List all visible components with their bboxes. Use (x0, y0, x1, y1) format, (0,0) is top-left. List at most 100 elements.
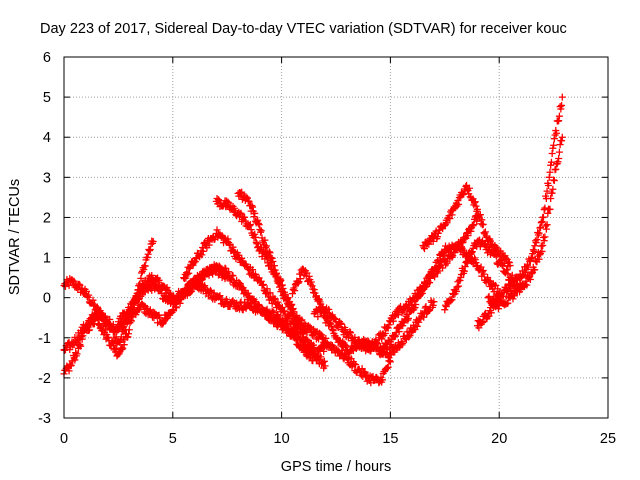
data-marker (429, 237, 437, 245)
data-marker (492, 281, 500, 289)
data-marker (270, 262, 278, 270)
data-marker (546, 205, 554, 213)
data-marker (455, 282, 463, 290)
data-marker (378, 348, 386, 356)
y-tick-label: 2 (43, 210, 51, 226)
y-axis-label: SDTVAR / TECUs (7, 179, 23, 295)
data-marker (336, 320, 344, 328)
data-marker (475, 324, 483, 332)
data-marker (205, 241, 213, 249)
data-marker (156, 314, 164, 322)
data-marker (469, 222, 477, 230)
data-point (558, 133, 566, 141)
data-marker (481, 241, 489, 249)
data-marker (126, 308, 134, 316)
data-marker (455, 200, 463, 208)
data-marker (247, 226, 255, 234)
data-marker (75, 280, 83, 288)
data-marker (246, 222, 254, 230)
data-marker (71, 356, 79, 364)
data-marker (494, 305, 502, 313)
data-marker (120, 341, 128, 349)
data-marker (183, 270, 191, 278)
data-marker (95, 315, 103, 323)
data-marker (67, 361, 75, 369)
data-marker (486, 243, 494, 251)
data-marker (230, 204, 238, 212)
data-marker (119, 344, 127, 352)
data-marker (442, 220, 450, 228)
data-marker (214, 196, 222, 204)
data-marker (307, 278, 315, 286)
data-marker (213, 264, 221, 272)
data-marker (478, 216, 486, 224)
data-marker (491, 250, 499, 258)
data-marker (144, 250, 152, 258)
data-marker (554, 158, 562, 166)
data-marker (468, 249, 476, 257)
data-marker (485, 236, 493, 244)
data-marker (434, 229, 442, 237)
y-tick-label: -2 (38, 371, 51, 387)
data-marker (395, 328, 403, 336)
data-marker (503, 266, 511, 274)
data-marker (381, 329, 389, 337)
data-marker (266, 289, 274, 297)
data-marker (499, 262, 507, 270)
data-marker (480, 270, 488, 278)
data-marker (448, 296, 456, 304)
data-marker (127, 305, 135, 313)
data-marker (448, 211, 456, 219)
data-marker (122, 326, 130, 334)
data-marker (281, 307, 289, 315)
data-marker (453, 283, 461, 291)
y-tick-label: 5 (43, 90, 51, 106)
data-marker (125, 317, 133, 325)
data-marker (492, 243, 500, 251)
data-marker (118, 346, 126, 354)
x-axis-label: GPS time / hours (281, 459, 391, 475)
data-marker (331, 315, 339, 323)
data-marker (526, 275, 534, 283)
data-marker (249, 203, 257, 211)
data-marker (420, 245, 428, 253)
data-marker (300, 319, 308, 327)
data-marker (464, 232, 472, 240)
data-marker (291, 287, 299, 295)
data-marker (465, 184, 473, 192)
data-point (473, 262, 481, 270)
data-marker (104, 333, 112, 341)
data-marker (439, 252, 447, 260)
data-marker (346, 328, 354, 336)
data-marker (435, 256, 443, 264)
plot-frame (63, 56, 609, 419)
data-marker (104, 320, 112, 328)
data-marker (542, 225, 550, 233)
data-marker (548, 189, 556, 197)
data-marker (420, 243, 428, 251)
data-marker (497, 257, 505, 265)
data-marker (341, 342, 349, 350)
data-marker (101, 326, 109, 334)
data-marker (322, 334, 330, 342)
data-marker (412, 301, 420, 309)
data-marker (141, 262, 149, 270)
data-point (245, 197, 253, 205)
data-point (528, 254, 536, 262)
data-marker (538, 218, 546, 226)
data-marker (487, 309, 495, 317)
data-marker (72, 349, 80, 357)
data-marker (442, 303, 450, 311)
data-marker (249, 266, 257, 274)
data-marker (229, 272, 237, 280)
data-marker (111, 328, 119, 336)
data-marker (262, 243, 270, 251)
y-tick-label: 3 (43, 170, 51, 186)
data-marker (555, 112, 563, 120)
series-track-4 (114, 274, 329, 365)
data-marker (291, 329, 299, 337)
data-marker (549, 185, 557, 193)
data-marker (471, 199, 479, 207)
data-marker (273, 310, 281, 318)
series-track-13 (473, 93, 566, 332)
